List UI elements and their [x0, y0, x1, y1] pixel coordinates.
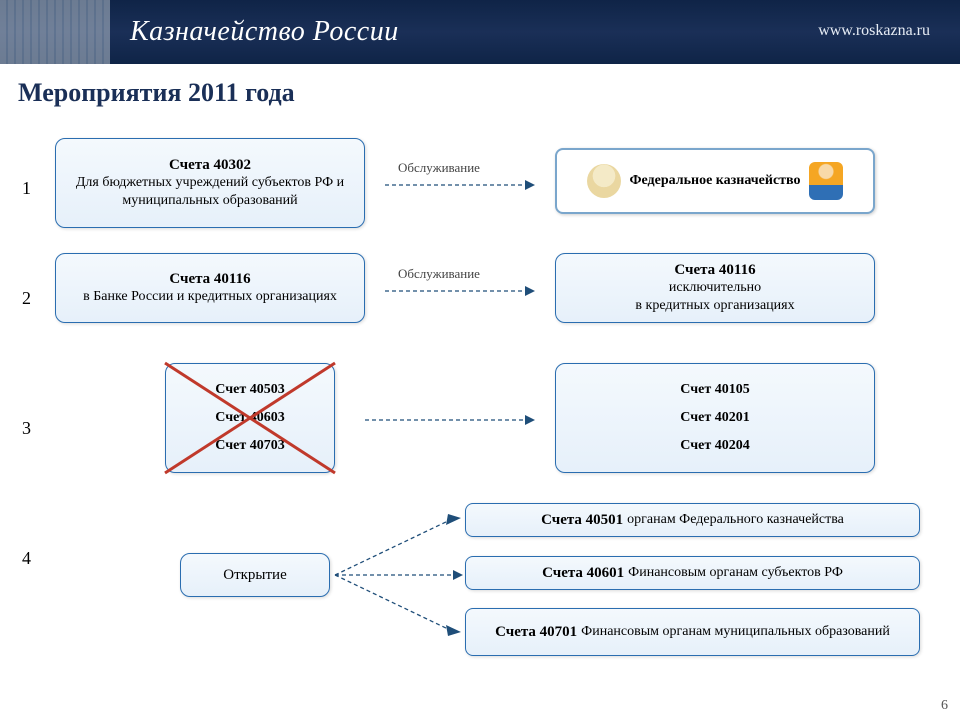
header-title: Казначейство России — [130, 16, 399, 48]
arrow-fan — [335, 508, 465, 648]
row-number-2: 2 — [22, 288, 31, 309]
box-40116-left-sub: в Банке России и кредитных организациях — [83, 288, 337, 306]
arrow-2 — [385, 284, 535, 298]
box-new-accounts: Счет 40105 Счет 40201 Счет 40204 — [555, 363, 875, 473]
box-40116-right-sub: исключительно в кредитных организациях — [635, 279, 794, 314]
box-federal-treasury: Федеральное казначейство — [555, 148, 875, 214]
closed-acct-1: Счет 40603 — [215, 410, 284, 426]
new-acct-0: Счет 40105 — [680, 382, 749, 398]
box-40501-title: Счета 40501 — [541, 512, 623, 529]
box-40116-right-title: Счета 40116 — [674, 262, 755, 279]
box-40701-sub: Финансовым органам муниципальных образов… — [581, 623, 890, 641]
box-open: Открытие — [180, 553, 330, 597]
box-40302: Счета 40302 Для бюджетных учреждений суб… — [55, 138, 365, 228]
closed-acct-0: Счет 40503 — [215, 382, 284, 398]
header-url: www.roskazna.ru — [818, 22, 930, 40]
box-40302-sub: Для бюджетных учреждений субъектов РФ и … — [66, 174, 354, 209]
new-acct-1: Счет 40201 — [680, 410, 749, 426]
row-number-3: 3 — [22, 418, 31, 439]
arrow-label-2: Обслуживание — [398, 266, 480, 282]
person-icon — [809, 162, 843, 200]
box-40116-left: Счета 40116 в Банке России и кредитных о… — [55, 253, 365, 323]
box-40116-right: Счета 40116 исключительно в кредитных ор… — [555, 253, 875, 323]
emblem-icon — [587, 164, 621, 198]
box-open-label: Открытие — [223, 566, 287, 585]
box-40116-left-title: Счета 40116 — [169, 271, 250, 288]
box-40601-sub: Финансовым органам субъектов РФ — [628, 564, 843, 582]
new-acct-2: Счет 40204 — [680, 438, 749, 454]
header-building-image — [0, 0, 110, 64]
box-40501-sub: органам Федерального казначейства — [627, 511, 844, 529]
diagram-canvas: 1 2 3 4 Счета 40302 Для бюджетных учрежд… — [0, 108, 960, 728]
arrow-label-1: Обслуживание — [398, 160, 480, 176]
arrow-3 — [365, 413, 535, 427]
box-40501: Счета 40501 органам Федерального казначе… — [465, 503, 920, 537]
box-40701: Счета 40701 Финансовым органам муниципал… — [465, 608, 920, 656]
box-40601: Счета 40601 Финансовым органам субъектов… — [465, 556, 920, 590]
row-number-4: 4 — [22, 548, 31, 569]
federal-treasury-label: Федеральное казначейство — [629, 173, 800, 189]
page-number: 6 — [941, 698, 948, 714]
page-title: Мероприятия 2011 года — [18, 78, 960, 108]
closed-acct-2: Счет 40703 — [215, 438, 284, 454]
row-number-1: 1 — [22, 178, 31, 199]
header-bar: Казначейство России www.roskazna.ru — [0, 0, 960, 64]
box-40701-title: Счета 40701 — [495, 624, 577, 641]
box-40302-title: Счета 40302 — [169, 157, 251, 174]
box-40601-title: Счета 40601 — [542, 565, 624, 582]
arrow-1 — [385, 178, 535, 192]
box-closed-accounts: Счет 40503 Счет 40603 Счет 40703 — [165, 363, 335, 473]
